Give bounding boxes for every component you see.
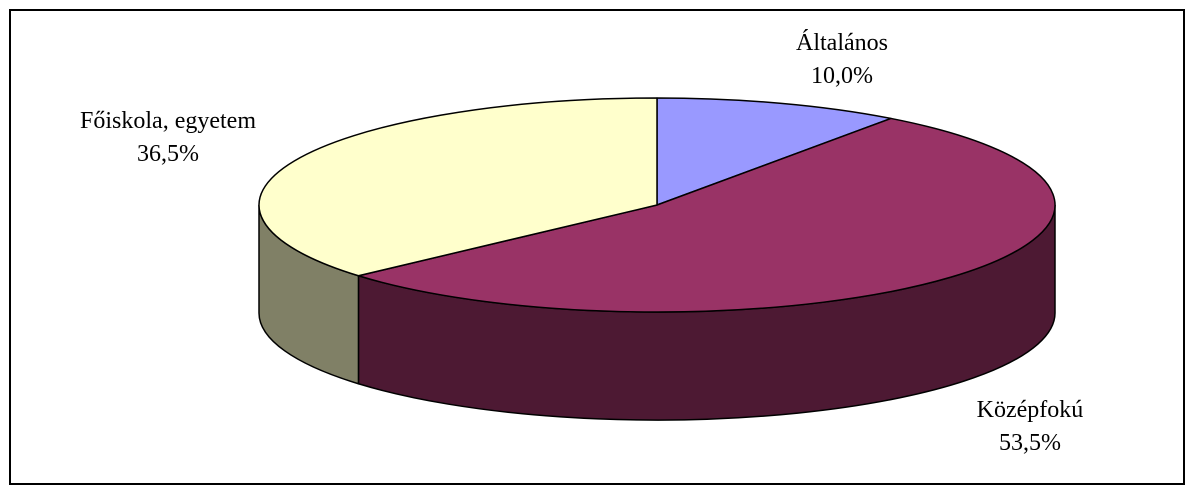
label-altalanos-value: 10,0%: [811, 63, 873, 89]
label-foiskola-name: Főiskola, egyetem: [80, 108, 256, 134]
slice-foiskola-top: [258, 97, 658, 277]
pie-labels: Általános 10,0% Középfokú 53,5% Főiskola…: [80, 30, 1083, 456]
label-kozepfoku-value: 53,5%: [999, 430, 1061, 456]
slice-altalanos-top: [656, 97, 892, 206]
slice-kozepfoku-top: [357, 117, 1056, 313]
pie-slices: [258, 97, 1056, 421]
label-foiskola-value: 36,5%: [137, 141, 199, 167]
label-kozepfoku-name: Középfokú: [977, 397, 1084, 423]
label-altalanos-name: Általános: [796, 30, 888, 56]
